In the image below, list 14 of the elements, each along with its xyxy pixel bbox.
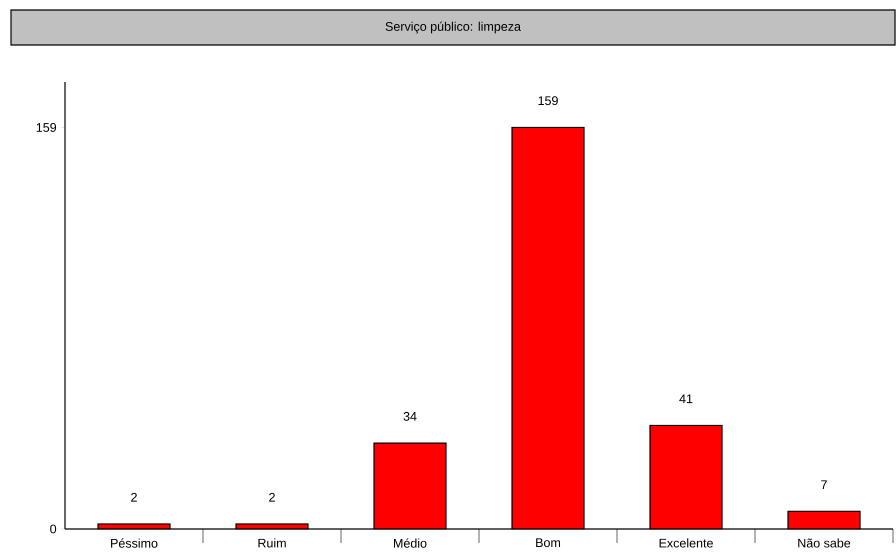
- x-tick-label: Bom: [536, 538, 560, 548]
- x-tick-label: Não sabe: [798, 538, 850, 548]
- data-label: 2: [131, 492, 137, 502]
- data-label: 7: [821, 480, 827, 489]
- data-label: 2: [269, 492, 275, 502]
- x-tick-label: Ruim: [258, 538, 286, 548]
- x-tick-label: Excelente: [660, 538, 713, 548]
- data-label: 34: [404, 412, 417, 421]
- x-tick-label: Péssimo: [111, 538, 158, 548]
- x-tick-label: Médio: [394, 538, 426, 548]
- data-label: 41: [679, 394, 692, 404]
- chart-title: Serviço público: limpeza: [386, 22, 521, 34]
- data-label: 159: [538, 96, 558, 106]
- y-tick-label: 0: [50, 524, 56, 534]
